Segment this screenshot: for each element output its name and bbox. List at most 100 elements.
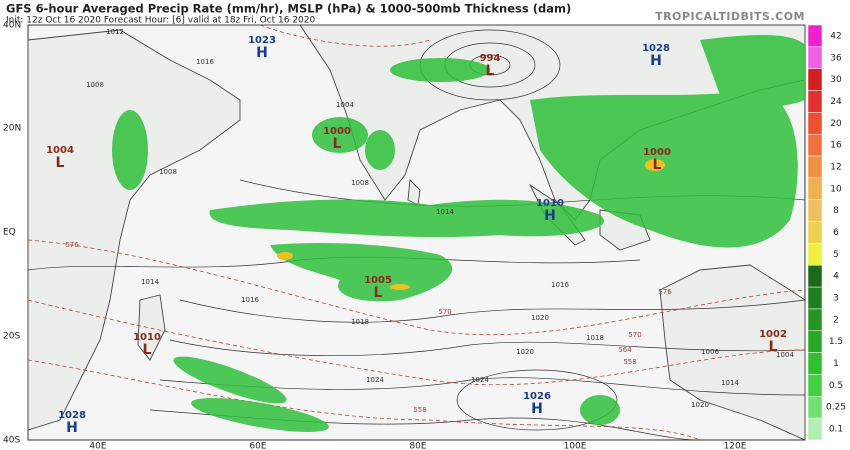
colorbar-segment (807, 286, 823, 310)
isobar-label: 1016 (241, 296, 259, 304)
thickness-label: 570 (628, 331, 641, 339)
map-area: 1012 1016 1008 1004 1008 1008 1014 1014 1016 1018… (27, 24, 806, 441)
colorbar-segment (807, 177, 823, 200)
precip (112, 35, 805, 432)
isobar-label: 1012 (106, 28, 124, 36)
pressure-letter: L (56, 155, 65, 171)
isobar-label: 1016 (551, 281, 569, 289)
pressure-value: 1010 (536, 198, 564, 209)
colorbar-label: 36 (830, 53, 842, 63)
lon-label: 80E (409, 442, 426, 450)
thickness-label: 564 (618, 346, 632, 354)
colorbar-label: 0.1 (829, 425, 843, 435)
colorbar-segment (807, 221, 823, 244)
colorbar-segment (807, 352, 823, 375)
pressure-value: 1026 (523, 391, 551, 402)
pressure-letter: L (333, 136, 342, 152)
isobar-label: 1016 (196, 58, 214, 66)
isobar-label: 1014 (436, 208, 454, 216)
colorbar-segment (807, 24, 823, 48)
isobar-label: 1014 (721, 379, 739, 387)
pressure-letter: H (544, 208, 556, 224)
lat-label: 40S (3, 436, 20, 446)
colorbar-segment (807, 155, 823, 179)
isobar-label: 1024 (366, 376, 384, 384)
pressure-value: 1028 (58, 410, 86, 421)
colorbar-label: 6 (833, 228, 839, 238)
labels: 1012 1016 1008 1004 1008 1008 1014 1014 1016 1018… (46, 28, 794, 436)
pressure-value: 1004 (46, 145, 74, 156)
colorbar-segment (807, 265, 823, 288)
isobar-label: 1008 (351, 179, 369, 187)
lon-label: 40E (89, 442, 106, 450)
colorbar-segment (807, 330, 823, 353)
colorbar-segment (807, 308, 823, 332)
colorbar-label: 24 (830, 97, 842, 107)
isobar-label: 1020 (531, 314, 549, 322)
colorbar-label: 16 (830, 141, 842, 151)
colorbar-label: 2 (833, 315, 839, 325)
pressure-value: 1000 (323, 126, 351, 137)
lat-label: 20N (3, 124, 21, 134)
pressure-letter: H (650, 53, 662, 69)
pressure-value: 994 (480, 53, 501, 64)
colorbar-label: 20 (830, 119, 842, 129)
thickness-label: 570 (438, 308, 451, 316)
lat-label: 20S (3, 332, 20, 342)
lat-label: 40N (3, 21, 21, 31)
colorbar-label: 42 (830, 31, 841, 41)
colorbar-segment (807, 68, 823, 91)
pressure-letter: L (769, 339, 778, 355)
pressure-value: 1005 (364, 275, 392, 286)
thickness-lines (27, 24, 806, 441)
lon-label: 100E (564, 442, 587, 450)
isobar-label: 1008 (159, 168, 177, 176)
colorbar-label: 8 (833, 206, 839, 216)
colorbar-label: 10 (830, 184, 842, 194)
colorbar-segment (807, 46, 823, 69)
precip-heavy (277, 159, 665, 290)
map-subtitle: Init: 12z Oct 16 2020 Forecast Hour: [6]… (6, 16, 315, 26)
lat-label: EQ (3, 228, 16, 238)
lon-label: 120E (724, 442, 747, 450)
colorbar-label: 4 (833, 272, 839, 282)
pressure-letter: L (143, 342, 152, 358)
pressure-letter: L (374, 285, 383, 301)
colorbar-label: 0.25 (826, 403, 846, 413)
lon-label: 60E (249, 442, 266, 450)
pressure-letter: H (256, 45, 268, 61)
isobar-label: 1020 (691, 401, 709, 409)
isobar-label: 1008 (86, 81, 104, 89)
thickness-label: 558 (413, 406, 426, 414)
pressure-value: 1002 (759, 329, 787, 340)
isobar-label: 1018 (351, 318, 369, 326)
pressure-letter: H (531, 401, 543, 417)
colorbar-label: 5 (833, 250, 839, 260)
isobar-label: 1004 (776, 351, 794, 359)
colorbar-segment (807, 243, 823, 266)
isobar-label: 1024 (471, 376, 489, 384)
isobar-label: 1018 (586, 334, 604, 342)
thickness-label: 576 (658, 288, 672, 296)
isobar-label: 1004 (336, 101, 354, 109)
colorbar-segment (807, 90, 823, 113)
brand: TROPICALTIDBITS.COM (655, 10, 805, 23)
thickness-label: 558 (623, 358, 636, 366)
map-title: GFS 6-hour Averaged Precip Rate (mm/hr),… (6, 2, 571, 16)
colorbar-segment (807, 396, 823, 419)
pressure-letter: L (486, 63, 495, 79)
colorbar-segment (807, 133, 823, 157)
pressure-value: 1028 (642, 43, 670, 54)
colorbar-label: 30 (830, 75, 842, 85)
colorbar-label: 12 (830, 162, 841, 172)
colorbar-label: 1.5 (829, 337, 843, 347)
isobar-label: 1020 (516, 348, 534, 356)
colorbar-segment (807, 199, 823, 222)
colorbar-label: 3 (833, 294, 839, 304)
isobar-label: 1006 (701, 348, 719, 356)
colorbar-label: 1 (833, 359, 839, 369)
pressure-value: 1010 (133, 332, 161, 343)
pressure-value: 1023 (248, 35, 276, 46)
pressure-letter: H (66, 420, 78, 436)
